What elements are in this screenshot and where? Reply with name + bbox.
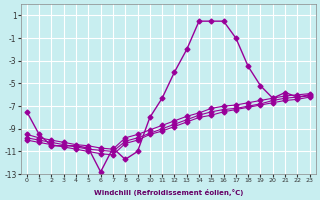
X-axis label: Windchill (Refroidissement éolien,°C): Windchill (Refroidissement éolien,°C) — [93, 189, 243, 196]
